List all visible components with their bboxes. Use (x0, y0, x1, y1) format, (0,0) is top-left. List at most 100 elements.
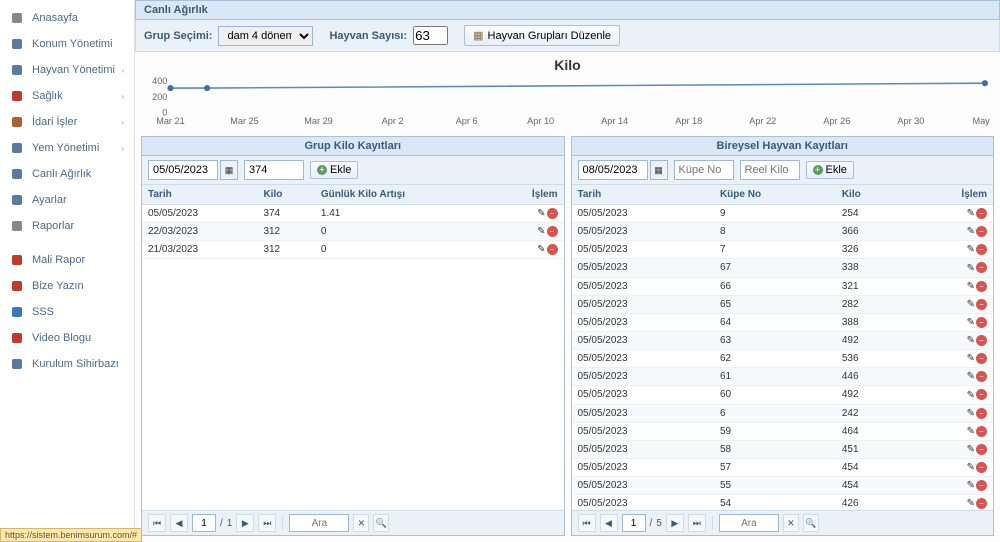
group-select[interactable]: dam 4 dönem (218, 26, 313, 46)
delete-icon[interactable]: − (976, 371, 987, 382)
edit-icon[interactable]: ✎ (967, 480, 975, 491)
table-row[interactable]: 21/03/20233120✎− (142, 241, 564, 259)
calendar-icon[interactable]: ▦ (220, 160, 238, 180)
delete-icon[interactable]: − (976, 299, 987, 310)
col-header[interactable]: İşlem (494, 185, 564, 205)
table-row[interactable]: 05/05/202359464✎− (572, 422, 994, 440)
col-header[interactable]: Küpe No (714, 185, 836, 205)
table-row[interactable]: 05/05/20238366✎− (572, 223, 994, 241)
first-page-button[interactable]: ⏮ (578, 514, 596, 532)
edit-icon[interactable]: ✎ (967, 281, 975, 292)
delete-icon[interactable]: − (976, 244, 987, 255)
edit-icon[interactable]: ✎ (537, 208, 545, 219)
delete-icon[interactable]: − (976, 262, 987, 273)
sidebar-item-4[interactable]: İdari İşler› (0, 109, 134, 135)
edit-icon[interactable]: ✎ (967, 299, 975, 310)
delete-icon[interactable]: − (976, 444, 987, 455)
sidebar-item-7[interactable]: Ayarlar (0, 187, 134, 213)
delete-icon[interactable]: − (976, 335, 987, 346)
table-row[interactable]: 05/05/202364388✎− (572, 313, 994, 331)
table-row[interactable]: 05/05/20236242✎− (572, 404, 994, 422)
group-add-button[interactable]: +Ekle (310, 161, 358, 179)
delete-icon[interactable]: − (976, 426, 987, 437)
delete-icon[interactable]: − (976, 281, 987, 292)
table-row[interactable]: 05/05/20237326✎− (572, 241, 994, 259)
edit-icon[interactable]: ✎ (967, 226, 975, 237)
edit-icon[interactable]: ✎ (967, 208, 975, 219)
last-page-button[interactable]: ⏭ (258, 514, 276, 532)
edit-icon[interactable]: ✎ (967, 390, 975, 401)
sidebar-item-0[interactable]: Anasayfa (0, 5, 134, 31)
table-row[interactable]: 05/05/202360492✎− (572, 386, 994, 404)
page-input[interactable] (192, 514, 216, 532)
table-row[interactable]: 05/05/202366321✎− (572, 277, 994, 295)
delete-icon[interactable]: − (976, 480, 987, 491)
delete-icon[interactable]: − (976, 462, 987, 473)
next-page-button[interactable]: ▶ (236, 514, 254, 532)
table-row[interactable]: 05/05/202358451✎− (572, 440, 994, 458)
table-row[interactable]: 05/05/202362536✎− (572, 350, 994, 368)
sidebar-item-2[interactable]: Hayvan Yönetimi› (0, 57, 134, 83)
search-button[interactable]: 🔍 (373, 514, 389, 532)
edit-icon[interactable]: ✎ (967, 353, 975, 364)
sidebar-item-12[interactable]: Video Blogu (0, 325, 134, 351)
search-button[interactable]: 🔍 (803, 514, 819, 532)
sidebar-item-10[interactable]: Bize Yazın (0, 273, 134, 299)
sidebar-item-6[interactable]: Canlı Ağırlık (0, 161, 134, 187)
group-search-input[interactable] (289, 514, 349, 532)
kupe-no-input[interactable] (674, 160, 734, 180)
delete-icon[interactable]: − (547, 208, 558, 219)
table-row[interactable]: 05/05/202361446✎− (572, 368, 994, 386)
table-row[interactable]: 05/05/202355454✎− (572, 477, 994, 495)
table-row[interactable]: 05/05/202367338✎− (572, 259, 994, 277)
table-row[interactable]: 05/05/202365282✎− (572, 295, 994, 313)
prev-page-button[interactable]: ◀ (600, 514, 618, 532)
edit-icon[interactable]: ✎ (967, 244, 975, 255)
delete-icon[interactable]: − (976, 408, 987, 419)
table-row[interactable]: 05/05/202357454✎− (572, 458, 994, 476)
table-row[interactable]: 05/05/20239254✎− (572, 205, 994, 223)
group-kilo-input[interactable] (244, 160, 304, 180)
clear-search-button[interactable]: ✕ (783, 514, 799, 532)
indiv-date-input[interactable] (578, 160, 648, 180)
first-page-button[interactable]: ⏮ (148, 514, 166, 532)
last-page-button[interactable]: ⏭ (688, 514, 706, 532)
edit-icon[interactable]: ✎ (967, 371, 975, 382)
page-input[interactable] (622, 514, 646, 532)
calendar-icon[interactable]: ▦ (650, 160, 668, 180)
delete-icon[interactable]: − (547, 226, 558, 237)
indiv-add-button[interactable]: +Ekle (806, 161, 854, 179)
table-row[interactable]: 22/03/20233120✎− (142, 223, 564, 241)
delete-icon[interactable]: − (547, 244, 558, 255)
sidebar-item-3[interactable]: Sağlık› (0, 83, 134, 109)
sidebar-item-5[interactable]: Yem Yönetimi› (0, 135, 134, 161)
edit-icon[interactable]: ✎ (967, 444, 975, 455)
delete-icon[interactable]: − (976, 208, 987, 219)
group-date-input[interactable] (148, 160, 218, 180)
col-header[interactable]: Tarih (142, 185, 257, 205)
edit-icon[interactable]: ✎ (967, 426, 975, 437)
edit-icon[interactable]: ✎ (967, 462, 975, 473)
edit-icon[interactable]: ✎ (967, 498, 975, 509)
table-row[interactable]: 05/05/20233741.41✎− (142, 205, 564, 223)
next-page-button[interactable]: ▶ (666, 514, 684, 532)
edit-icon[interactable]: ✎ (537, 226, 545, 237)
sidebar-item-9[interactable]: Mali Rapor (0, 247, 134, 273)
edit-icon[interactable]: ✎ (967, 408, 975, 419)
prev-page-button[interactable]: ◀ (170, 514, 188, 532)
delete-icon[interactable]: − (976, 353, 987, 364)
sidebar-item-8[interactable]: Raporlar (0, 213, 134, 239)
edit-groups-button[interactable]: ▦Hayvan Grupları Düzenle (464, 25, 620, 46)
table-row[interactable]: 05/05/202363492✎− (572, 331, 994, 349)
delete-icon[interactable]: − (976, 498, 987, 509)
edit-icon[interactable]: ✎ (967, 317, 975, 328)
col-header[interactable]: İşlem (907, 185, 993, 205)
edit-icon[interactable]: ✎ (967, 335, 975, 346)
col-header[interactable]: Tarih (572, 185, 714, 205)
delete-icon[interactable]: − (976, 389, 987, 400)
col-header[interactable]: Kilo (257, 185, 314, 205)
indiv-search-input[interactable] (719, 514, 779, 532)
delete-icon[interactable]: − (976, 226, 987, 237)
sidebar-item-13[interactable]: Kurulum Sihirbazı (0, 351, 134, 377)
edit-icon[interactable]: ✎ (537, 244, 545, 255)
